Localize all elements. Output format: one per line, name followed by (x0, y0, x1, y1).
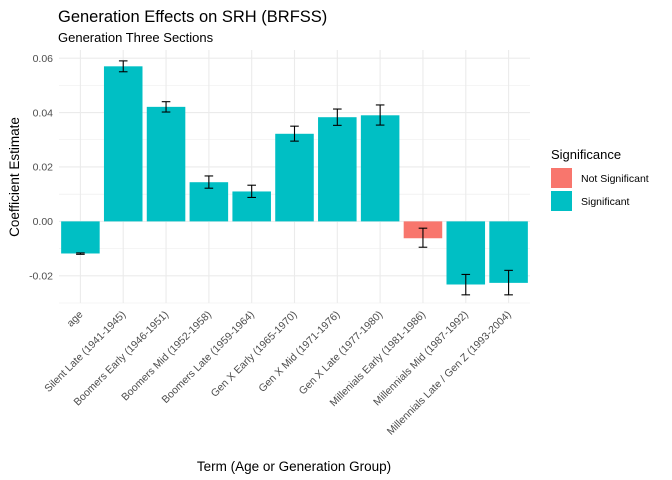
legend-label-significant: Significant (581, 196, 630, 208)
bar (146, 106, 186, 222)
bar (318, 117, 357, 222)
x-tick-label: Gen X Late (1977-1980) (297, 309, 386, 398)
y-axis-title: Coefficient Estimate (7, 117, 22, 237)
bar (61, 221, 100, 254)
chart-title: Generation Effects on SRH (BRFSS) (58, 8, 327, 26)
x-tick-label: Gen X Mid (1971-1976) (256, 309, 342, 395)
x-tick-label: Gen X Early (1965-1970) (209, 309, 300, 400)
legend-swatch-significant (551, 191, 572, 211)
chart-subtitle: Generation Three Sections (58, 30, 214, 45)
y-tick-label: 0.04 (33, 107, 54, 119)
legend-swatch-not-significant (551, 168, 572, 188)
x-tick-label: Silent Late (1941-1945) (42, 309, 128, 395)
legend: Significance Not Significant Significant (551, 147, 649, 211)
y-tick-label: 0.06 (33, 53, 54, 65)
legend-title: Significance (551, 147, 621, 162)
x-tick-label: age (65, 309, 86, 330)
error-bars (76, 60, 513, 296)
x-axis-title: Term (Age or Generation Group) (197, 459, 391, 474)
bar (103, 66, 143, 222)
y-tick-label: -0.02 (29, 270, 53, 282)
bar (360, 115, 400, 222)
legend-label-not-significant: Not Significant (581, 173, 649, 185)
bar (275, 133, 314, 222)
y-axis-ticks: -0.02 0.00 0.02 0.04 0.06 (29, 53, 53, 283)
y-tick-label: 0.00 (33, 216, 54, 228)
y-tick-label: 0.02 (33, 162, 54, 174)
bars (61, 66, 528, 285)
